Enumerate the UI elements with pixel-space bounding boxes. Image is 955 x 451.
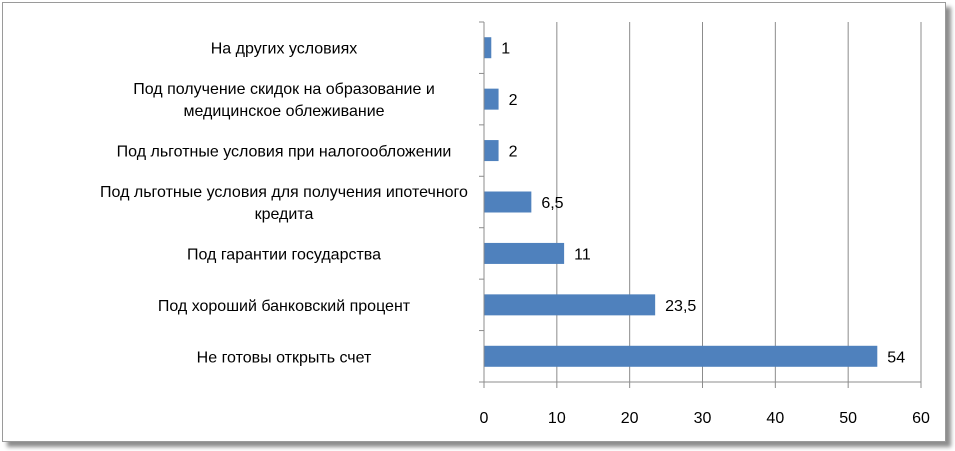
category-label: Под льготные условия при налогообложении xyxy=(117,144,452,161)
category-label: Под гарантии государства xyxy=(187,246,381,263)
category-label-line: Не готовы открыть счет xyxy=(197,349,372,366)
category-label-line: На других условиях xyxy=(211,41,358,58)
category-label-line: Под льготные условия для получения ипоте… xyxy=(100,184,468,201)
x-tick-label: 30 xyxy=(694,410,712,427)
category-label: Под льготные условия для получения ипоте… xyxy=(100,184,468,223)
data-label: 2 xyxy=(509,144,518,161)
x-tick-label: 10 xyxy=(548,410,566,427)
chart-frame xyxy=(2,2,946,442)
category-label: Под хороший банковский процент xyxy=(158,298,411,315)
bars xyxy=(484,37,878,367)
data-label: 23,5 xyxy=(665,298,696,315)
bar xyxy=(484,294,656,316)
gridlines xyxy=(556,22,922,382)
x-tick-label: 50 xyxy=(839,410,857,427)
data-label: 6,5 xyxy=(541,195,563,212)
bar xyxy=(484,191,532,213)
bar xyxy=(484,140,499,162)
x-tick-label: 60 xyxy=(912,410,930,427)
category-label-line: Под льготные условия при налогообложении xyxy=(117,144,452,161)
x-tick-label: 0 xyxy=(480,410,489,427)
category-label-line: Под гарантии государства xyxy=(187,246,381,263)
bar xyxy=(484,88,499,110)
labels: 0 10 20 30 40 50 60 54 Не готовы открыть счет 23,… xyxy=(100,41,930,427)
bar xyxy=(484,37,492,59)
data-label: 11 xyxy=(574,246,591,263)
category-label: Не готовы открыть счет xyxy=(197,349,372,366)
category-label-line: Под хороший банковский процент xyxy=(158,298,411,315)
category-label-line: медицинское облеживание xyxy=(183,103,384,120)
data-label: 1 xyxy=(501,41,510,58)
data-label: 2 xyxy=(509,92,518,109)
category-label-line: Под получение скидок на образование и xyxy=(133,81,435,98)
bar xyxy=(484,345,878,367)
category-label: На других условиях xyxy=(211,41,358,58)
category-label: Под получение скидок на образование и мед… xyxy=(133,81,435,120)
category-label-line: кредита xyxy=(255,206,314,223)
x-tick-label: 20 xyxy=(621,410,639,427)
data-label: 54 xyxy=(887,349,905,366)
x-tick-label: 40 xyxy=(766,410,784,427)
bar xyxy=(484,242,565,264)
axes xyxy=(479,21,922,388)
